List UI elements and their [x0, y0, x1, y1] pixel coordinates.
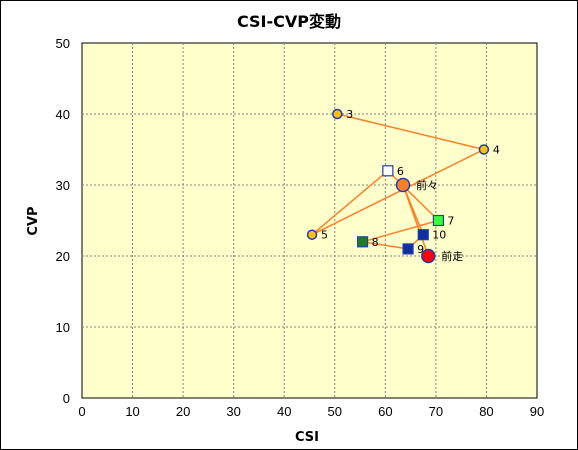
x-tick-label: 30 — [226, 404, 240, 419]
plot-area — [81, 42, 538, 399]
data-point — [395, 177, 411, 193]
data-label: 4 — [493, 144, 500, 157]
x-axis-label: CSI — [295, 430, 319, 445]
data-point — [356, 236, 369, 248]
y-tick-label: 30 — [56, 178, 70, 193]
data-label: 6 — [397, 165, 404, 178]
data-point — [421, 248, 436, 264]
tick-labels: 0 10 20 30 40 50 60 70 80 90 0 10 20 30 40 50 — [56, 36, 545, 419]
chart-title: CSI-CVP変動 — [237, 12, 341, 31]
data-label: 3 — [346, 108, 353, 121]
y-axis-label: CVP — [26, 206, 41, 235]
x-tick-label: 10 — [125, 404, 139, 419]
x-tick-label: 60 — [378, 404, 392, 419]
y-tick-label: 10 — [56, 320, 70, 335]
series-lines — [311, 113, 487, 257]
data-label: 7 — [447, 215, 454, 228]
data-point — [402, 243, 414, 255]
data-point — [382, 165, 394, 177]
data-point — [332, 108, 343, 120]
y-tick-label: 20 — [56, 249, 70, 264]
data-label: 前走 — [441, 249, 463, 263]
data-point — [432, 214, 445, 227]
y-tick-label: 0 — [63, 391, 70, 406]
x-tick-label: 0 — [78, 404, 85, 419]
data-markers — [306, 108, 490, 264]
x-tick-label: 80 — [479, 404, 493, 419]
data-point — [478, 144, 490, 155]
data-label: 前々 — [416, 178, 438, 192]
y-tick-label: 40 — [56, 107, 70, 122]
x-tick-label: 90 — [530, 404, 544, 419]
data-label: 8 — [372, 236, 379, 249]
x-tick-label: 70 — [429, 404, 443, 419]
data-point — [417, 229, 429, 241]
data-label: 9 — [417, 243, 424, 256]
x-tick-label: 50 — [328, 404, 342, 419]
data-point — [306, 229, 318, 240]
series-polyline — [311, 113, 487, 257]
data-label: 10 — [432, 229, 446, 242]
x-tick-label: 40 — [277, 404, 291, 419]
y-tick-label: 50 — [56, 36, 70, 51]
data-label: 5 — [321, 229, 328, 242]
x-tick-label: 20 — [176, 404, 190, 419]
